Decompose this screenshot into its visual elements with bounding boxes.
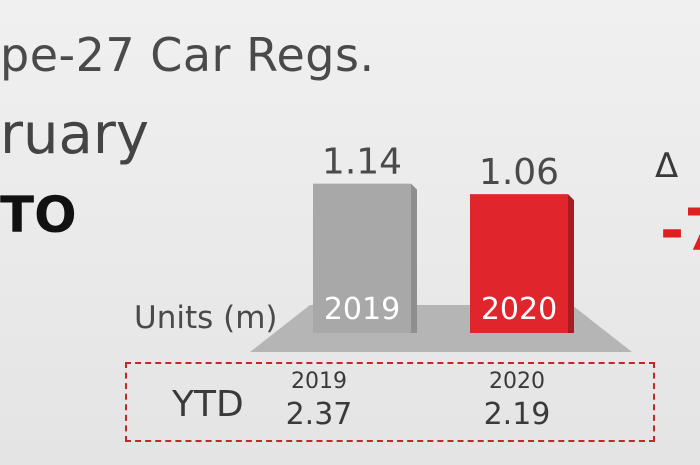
ytd-column-2019: 2019 2.37 [259,368,379,434]
ytd-summary-box: YTD 2019 2.37 2020 2.19 [125,362,655,442]
bar-category-label: 2020 [481,292,557,327]
delta-symbol: Δ [655,146,679,186]
ytd-value: 2.37 [285,397,353,432]
bar-value-label: 1.14 [322,142,402,183]
ytd-year: 2020 [489,369,545,394]
y-axis-label: Units (m) [134,300,278,336]
bar-category-label: 2019 [324,292,400,327]
ytd-value: 2.19 [483,397,551,432]
bar-side-2020 [568,194,574,333]
ytd-year: 2019 [291,369,347,394]
bar-2019 [313,183,411,333]
ytd-label: YTD [172,384,244,425]
bar-2020 [470,194,568,333]
chart-title: pe-27 Car Regs. [0,28,375,82]
region-label: TO [0,186,77,244]
bar-value-label: 1.06 [479,152,559,193]
bar-side-2019 [411,183,417,333]
chart-floor [250,305,632,352]
ytd-column-2020: 2020 2.19 [457,368,577,434]
chart-subtitle: ruary [0,102,149,167]
delta-value: -7 [660,196,700,264]
